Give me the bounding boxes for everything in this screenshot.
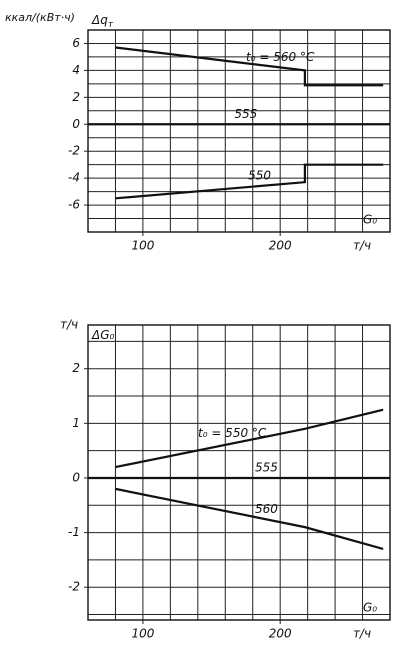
y-symbol-main: Δq [91, 13, 108, 27]
y-tick-label: 1 [72, 416, 80, 430]
y-tick-label: 0 [72, 117, 80, 131]
series-label: t₀ = 560 °C [246, 50, 315, 64]
y-tick-label: -6 [68, 198, 80, 212]
y-tick-label: 4 [72, 63, 80, 77]
x-unit: т/ч [353, 627, 371, 641]
y-tick-label: 2 [72, 90, 80, 104]
series-line [115, 46, 384, 87]
series-label: 550 [248, 169, 271, 183]
y-tick-label: -1 [68, 525, 80, 539]
y-tick-label: -2 [68, 580, 80, 594]
series-label: 555 [234, 107, 257, 121]
series-line [115, 163, 384, 200]
x-unit: т/ч [353, 239, 371, 253]
x-tick-label: 100 [131, 239, 154, 253]
plot-frame [87, 324, 391, 621]
y-tick-label: 2 [72, 361, 80, 375]
series-label: t₀ = 550 °C [198, 426, 267, 440]
plot-frame [87, 29, 391, 233]
x-tick-label: 200 [269, 627, 292, 641]
y-symbol-main: ΔG₀ [91, 328, 115, 342]
y-symbol: ΔG₀ [91, 328, 115, 342]
y-tick-label: 6 [72, 36, 80, 50]
y-symbol: Δqт [91, 13, 114, 30]
x-tick-label: 200 [269, 239, 292, 253]
y-unit: т/ч [60, 318, 78, 332]
y-tick-label: -4 [68, 171, 80, 185]
y-tick-label: -2 [68, 144, 80, 158]
series-line [115, 487, 384, 551]
series-label: 555 [255, 460, 278, 474]
x-tick-label: 100 [131, 627, 154, 641]
y-symbol-sub: т [108, 20, 114, 30]
series-label: 560 [255, 502, 278, 516]
y-unit: ккал/(кВт·ч) [5, 11, 75, 24]
x-symbol: G₀ [363, 601, 377, 615]
x-symbol: G₀ [363, 213, 377, 227]
series-line [115, 408, 384, 469]
y-tick-label: 0 [72, 470, 80, 484]
